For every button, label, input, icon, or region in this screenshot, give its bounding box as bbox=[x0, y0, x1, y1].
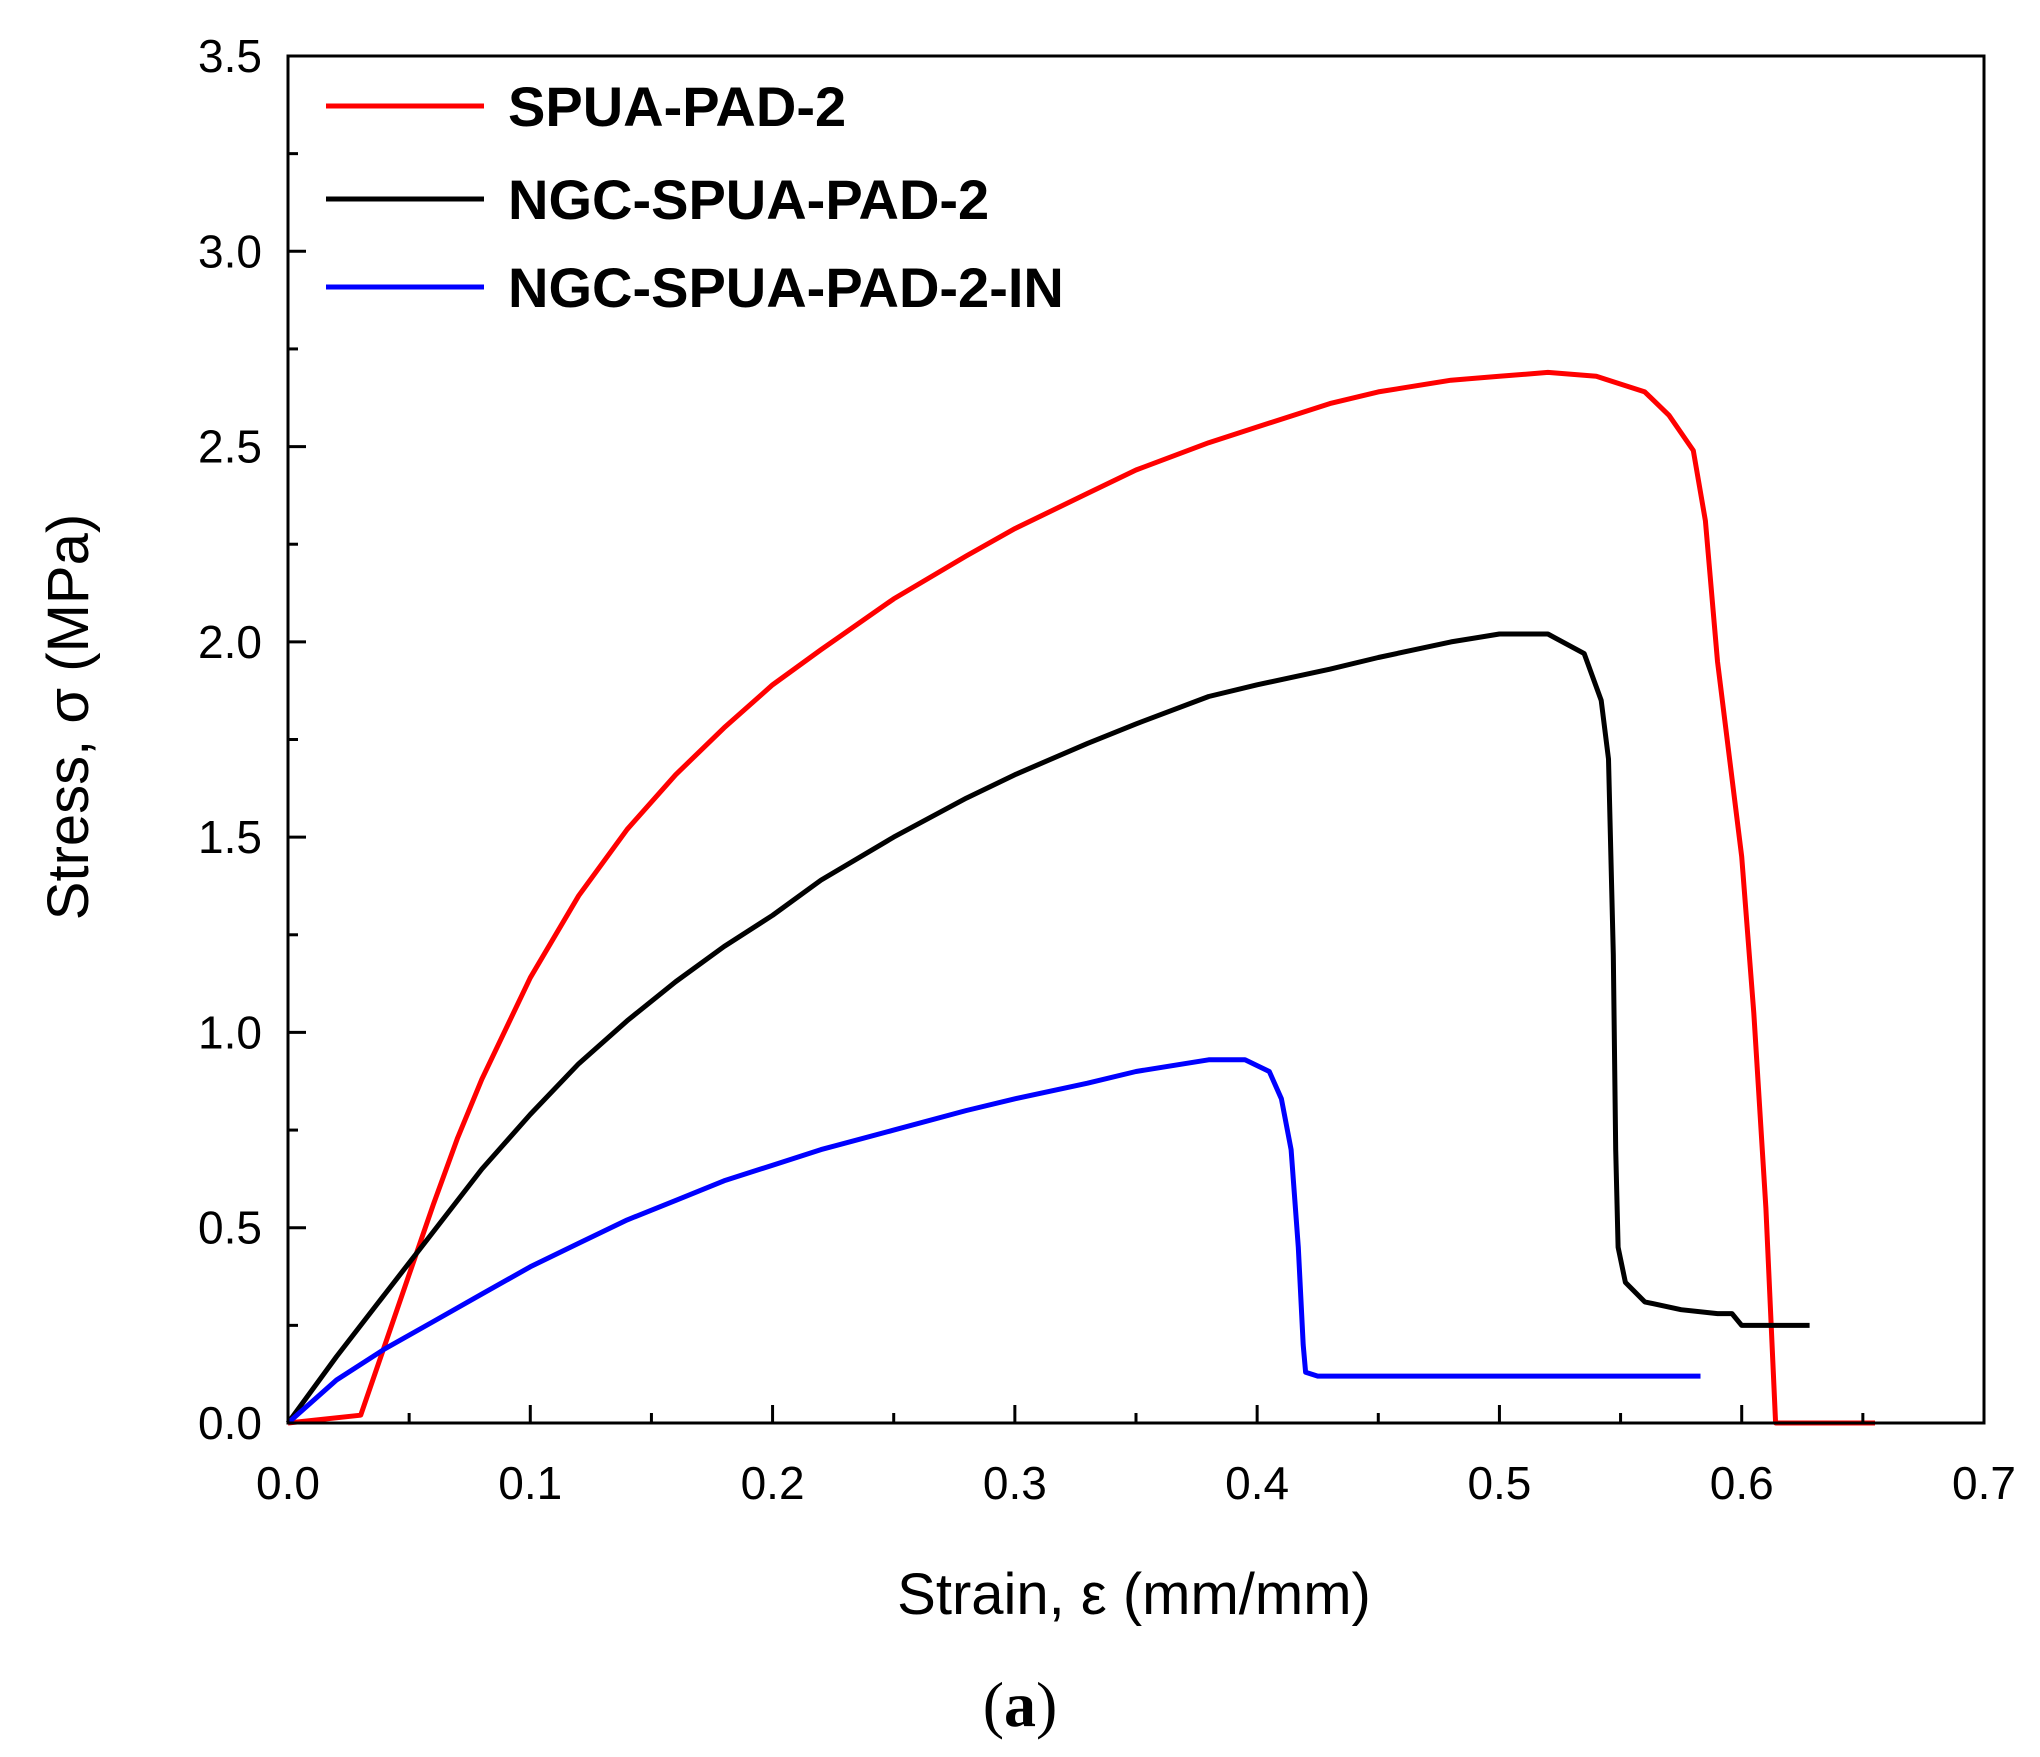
x-axis-title: Strain, ε (mm/mm) bbox=[897, 1562, 1371, 1627]
series-lines bbox=[285, 369, 1875, 1426]
y-axis-title: Stress, σ (MPa) bbox=[36, 514, 101, 920]
x-tick-label: 0.0 bbox=[256, 1457, 320, 1509]
y-tick-labels: 0.0 0.5 1.0 1.5 2.0 2.5 3.0 3.5 bbox=[198, 30, 262, 1449]
panel-label: (a) bbox=[983, 1669, 1058, 1740]
x-tick-label: 0.4 bbox=[1225, 1457, 1289, 1509]
y-tick-label: 3.5 bbox=[198, 30, 262, 82]
legend: SPUA-PAD-2 NGC-SPUA-PAD-2 NGC-SPUA-PAD-2-I… bbox=[326, 75, 1064, 319]
x-tick-label: 0.2 bbox=[741, 1457, 805, 1509]
x-tick-label: 0.1 bbox=[498, 1457, 562, 1509]
series-line-1 bbox=[287, 369, 1875, 1426]
y-tick-label: 3.0 bbox=[198, 225, 262, 277]
y-tick-label: 2.5 bbox=[198, 421, 262, 473]
y-tick-label: 0.0 bbox=[198, 1397, 262, 1449]
x-tick-label: 0.5 bbox=[1467, 1457, 1531, 1509]
legend-label-2: NGC-SPUA-PAD-2 bbox=[508, 168, 989, 231]
panel-label-letter: a bbox=[1004, 1669, 1036, 1740]
axis-ticks bbox=[286, 54, 1986, 1425]
panel-label-close: ) bbox=[1036, 1669, 1057, 1740]
x-tick-label: 0.6 bbox=[1710, 1457, 1774, 1509]
y-tick-label: 0.5 bbox=[198, 1202, 262, 1254]
panel-label-open: ( bbox=[983, 1669, 1004, 1740]
y-tick-label: 2.0 bbox=[198, 616, 262, 668]
series-line-2 bbox=[285, 631, 1810, 1425]
x-tick-labels: 0.0 0.1 0.2 0.3 0.4 0.5 0.6 0.7 bbox=[256, 1457, 2016, 1509]
series-line-3 bbox=[286, 1057, 1701, 1425]
legend-label-1: SPUA-PAD-2 bbox=[508, 75, 846, 138]
legend-label-3: NGC-SPUA-PAD-2-IN bbox=[508, 256, 1064, 319]
x-tick-label: 0.7 bbox=[1952, 1457, 2016, 1509]
x-tick-label: 0.3 bbox=[983, 1457, 1047, 1509]
y-tick-label: 1.5 bbox=[198, 811, 262, 863]
y-tick-label: 1.0 bbox=[198, 1006, 262, 1058]
